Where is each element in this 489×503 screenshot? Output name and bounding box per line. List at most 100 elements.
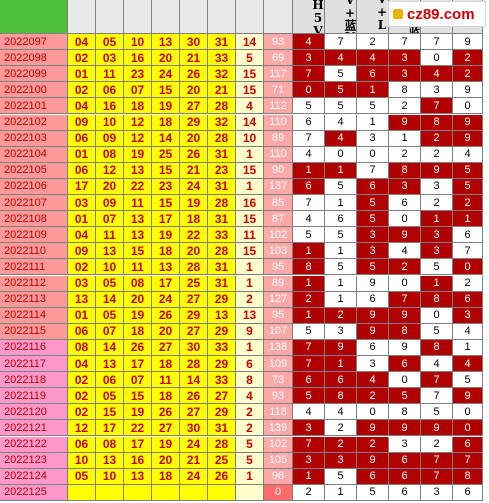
- stat-cell[interactable]: 1: [325, 356, 357, 373]
- stat-cell[interactable]: 0: [389, 275, 421, 292]
- number-cell[interactable]: 11: [124, 259, 152, 276]
- stat-cell[interactable]: 6: [389, 356, 421, 373]
- number-cell[interactable]: 10: [96, 259, 124, 276]
- stat-cell[interactable]: 9: [325, 339, 357, 356]
- number-cell[interactable]: 10: [68, 452, 96, 469]
- period-cell[interactable]: 2022119: [0, 388, 68, 405]
- stat-cell[interactable]: 1: [325, 275, 357, 292]
- period-cell[interactable]: 2022108: [0, 211, 68, 228]
- number-cell[interactable]: 31: [208, 420, 236, 437]
- stat-cell[interactable]: 9: [389, 420, 421, 437]
- stat-cell[interactable]: 7: [293, 339, 325, 356]
- period-cell[interactable]: 2022110: [0, 243, 68, 260]
- period-cell[interactable]: 2022117: [0, 356, 68, 373]
- stat-cell[interactable]: 2: [325, 420, 357, 437]
- stat-cell[interactable]: 4: [421, 66, 453, 83]
- number-cell[interactable]: 32: [208, 66, 236, 83]
- stat-cell[interactable]: 9: [357, 452, 389, 469]
- period-cell[interactable]: 2022116: [0, 339, 68, 356]
- stat-cell[interactable]: 4: [293, 404, 325, 421]
- stat-cell[interactable]: 8: [389, 162, 421, 179]
- period-cell[interactable]: 2022111: [0, 259, 68, 276]
- stat-cell[interactable]: 7: [293, 436, 325, 453]
- stat-cell[interactable]: 6: [389, 195, 421, 212]
- number-cell[interactable]: 21: [208, 82, 236, 99]
- total-cell[interactable]: 93: [264, 34, 293, 51]
- number-cell[interactable]: 33: [208, 50, 236, 67]
- number-cell[interactable]: 2: [236, 404, 264, 421]
- number-cell[interactable]: 29: [208, 323, 236, 340]
- number-cell[interactable]: 13: [96, 356, 124, 373]
- stat-cell[interactable]: 2: [325, 436, 357, 453]
- stat-cell[interactable]: 3: [421, 484, 453, 501]
- number-cell[interactable]: 15: [124, 243, 152, 260]
- number-cell[interactable]: 18: [152, 356, 180, 373]
- stat-cell[interactable]: 7: [357, 162, 389, 179]
- stat-cell[interactable]: 1: [357, 114, 389, 131]
- number-cell[interactable]: 19: [124, 404, 152, 421]
- stat-cell[interactable]: 8: [421, 339, 453, 356]
- number-cell[interactable]: 22: [124, 420, 152, 437]
- period-cell[interactable]: 2022123: [0, 452, 68, 469]
- number-cell[interactable]: 29: [208, 356, 236, 373]
- stat-cell[interactable]: 7: [293, 66, 325, 83]
- number-cell[interactable]: 13: [68, 291, 96, 308]
- stat-cell[interactable]: 0: [453, 98, 483, 115]
- number-cell[interactable]: 11: [96, 227, 124, 244]
- stat-cell[interactable]: 0: [293, 82, 325, 99]
- stat-cell[interactable]: 3: [357, 130, 389, 147]
- number-cell[interactable]: 21: [180, 162, 208, 179]
- number-cell[interactable]: 04: [68, 227, 96, 244]
- stat-cell[interactable]: 3: [325, 452, 357, 469]
- stat-cell[interactable]: 0: [325, 146, 357, 163]
- stat-cell[interactable]: 8: [421, 114, 453, 131]
- number-cell[interactable]: 10: [96, 114, 124, 131]
- stat-cell[interactable]: 3: [389, 178, 421, 195]
- stat-cell[interactable]: 7: [421, 452, 453, 469]
- stat-cell[interactable]: 6: [293, 178, 325, 195]
- stat-cell[interactable]: 9: [357, 307, 389, 324]
- stat-cell[interactable]: 7: [325, 34, 357, 51]
- stat-cell[interactable]: 5: [389, 388, 421, 405]
- stat-cell[interactable]: 1: [293, 307, 325, 324]
- total-cell[interactable]: 71: [264, 82, 293, 99]
- number-cell[interactable]: 20: [124, 291, 152, 308]
- stat-cell[interactable]: 1: [453, 339, 483, 356]
- period-cell[interactable]: 2022099: [0, 66, 68, 83]
- stat-cell[interactable]: 6: [325, 372, 357, 389]
- stat-cell[interactable]: 0: [453, 259, 483, 276]
- stat-cell[interactable]: 6: [357, 339, 389, 356]
- number-cell[interactable]: 08: [96, 146, 124, 163]
- number-cell[interactable]: 20: [152, 323, 180, 340]
- number-cell[interactable]: 02: [68, 50, 96, 67]
- number-cell[interactable]: 27: [180, 404, 208, 421]
- number-cell[interactable]: 18: [124, 98, 152, 115]
- stat-cell[interactable]: 4: [293, 34, 325, 51]
- number-cell[interactable]: 05: [96, 307, 124, 324]
- number-cell[interactable]: 19: [152, 227, 180, 244]
- stat-cell[interactable]: 2: [421, 130, 453, 147]
- number-cell[interactable]: 18: [124, 323, 152, 340]
- stat-cell[interactable]: 4: [325, 404, 357, 421]
- stat-cell[interactable]: 1: [293, 468, 325, 485]
- number-cell[interactable]: 07: [124, 372, 152, 389]
- stat-cell[interactable]: 5: [325, 178, 357, 195]
- number-cell[interactable]: 19: [124, 307, 152, 324]
- stat-cell[interactable]: 1: [293, 275, 325, 292]
- stat-cell[interactable]: 4: [453, 356, 483, 373]
- number-cell[interactable]: 08: [96, 436, 124, 453]
- number-cell[interactable]: 20: [180, 82, 208, 99]
- stat-cell[interactable]: 3: [389, 436, 421, 453]
- stat-cell[interactable]: 5: [453, 162, 483, 179]
- number-cell[interactable]: 13: [152, 34, 180, 51]
- number-cell[interactable]: 13: [124, 162, 152, 179]
- total-cell[interactable]: 102: [264, 227, 293, 244]
- stat-cell[interactable]: 4: [357, 372, 389, 389]
- stat-cell[interactable]: 6: [293, 114, 325, 131]
- stat-cell[interactable]: 7: [293, 356, 325, 373]
- number-cell[interactable]: 15: [236, 82, 264, 99]
- number-cell[interactable]: 13: [124, 211, 152, 228]
- stat-cell[interactable]: 6: [453, 484, 483, 501]
- stat-cell[interactable]: 9: [453, 388, 483, 405]
- number-cell[interactable]: 05: [96, 275, 124, 292]
